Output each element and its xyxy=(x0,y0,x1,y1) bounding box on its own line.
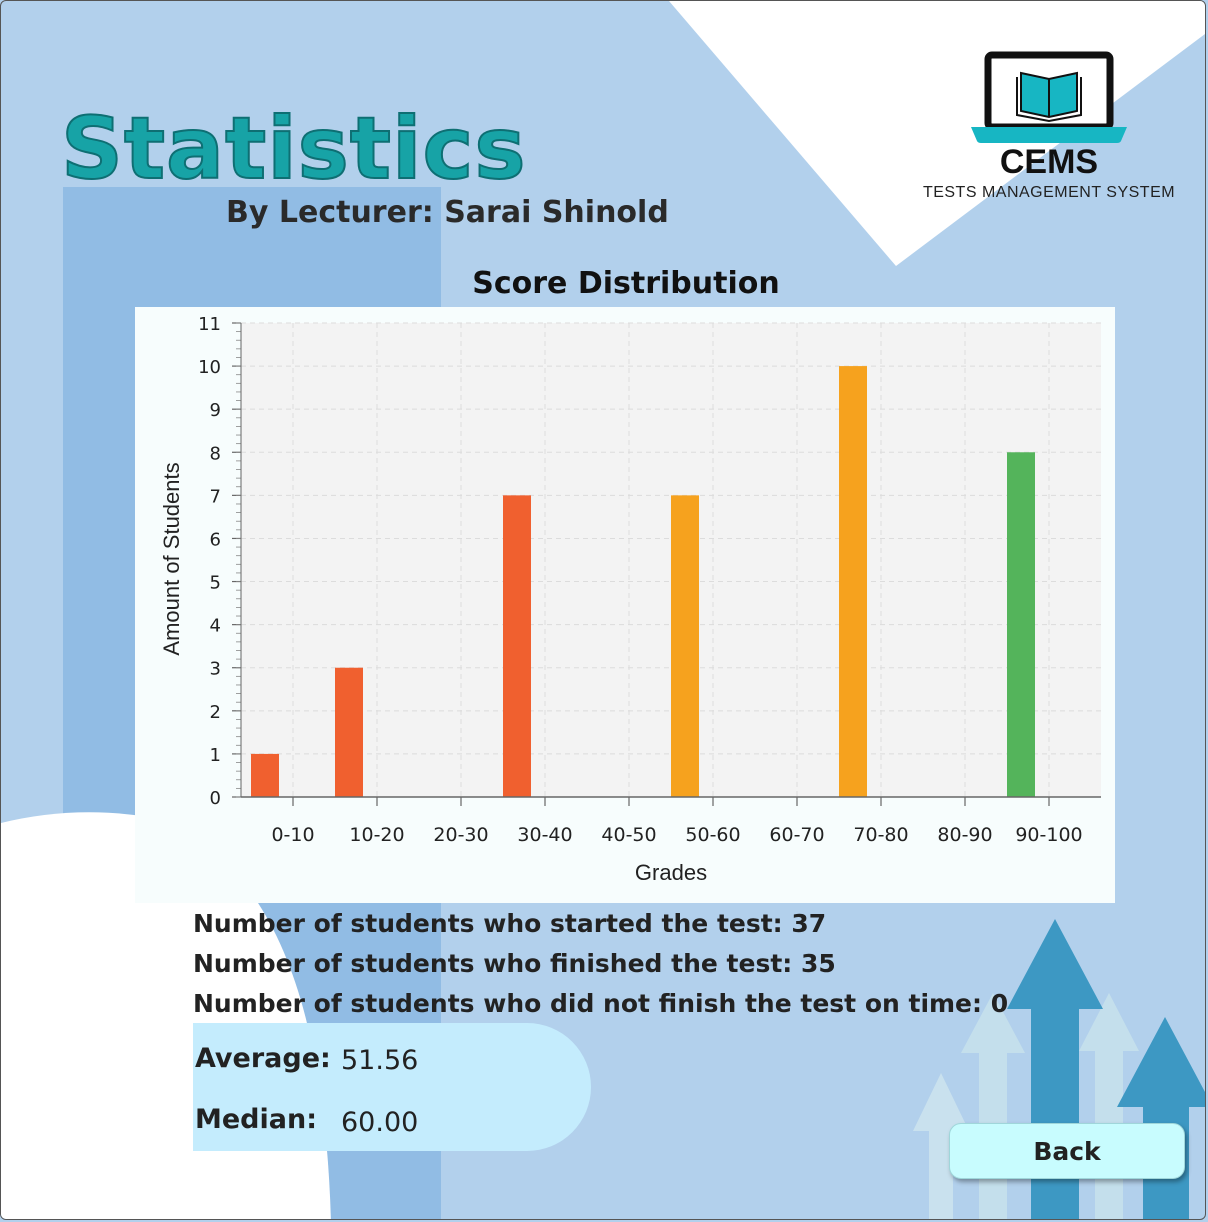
bar-0-10 xyxy=(251,753,279,797)
chart-panel: 0 1 2 3 4 5 6 7 8 9 10 11 0-10 10-20 20-30 30-40 40-50 5… xyxy=(135,307,1115,903)
lecturer-line: By Lecturer: Sarai Shinold xyxy=(226,195,669,230)
x-tick-label: 20-30 xyxy=(433,824,488,846)
bars xyxy=(251,366,1035,797)
bar-10-20 xyxy=(335,667,363,797)
x-tick-label: 70-80 xyxy=(853,824,908,846)
not-finished-label: Number of students who did not finish th… xyxy=(193,989,983,1018)
started-stat: Number of students who started the test:… xyxy=(193,907,1008,947)
back-button[interactable]: Back xyxy=(949,1123,1185,1179)
summary-box: Average: 51.56 Median: 60.00 xyxy=(193,1023,591,1151)
lecturer-label: By Lecturer: xyxy=(226,195,434,230)
finished-stat: Number of students who finished the test… xyxy=(193,947,1008,987)
logo-subtitle: TESTS MANAGEMENT SYSTEM xyxy=(922,184,1176,201)
x-tick-label: 10-20 xyxy=(349,824,404,846)
minor-ticks xyxy=(232,322,241,798)
bar-30-40 xyxy=(503,495,531,797)
bar-70-80 xyxy=(839,366,867,797)
page-title: Statistics xyxy=(60,98,527,200)
cems-logo: CEMS TESTS MANAGEMENT SYSTEM xyxy=(921,51,1177,211)
y-tick-label: 9 xyxy=(210,400,221,421)
not-finished-stat: Number of students who did not finish th… xyxy=(193,987,1008,1027)
y-axis-label: Amount of Students xyxy=(159,462,184,655)
x-tick-label: 80-90 xyxy=(937,824,992,846)
y-tick-label: 3 xyxy=(210,659,221,680)
score-distribution-chart: 0 1 2 3 4 5 6 7 8 9 10 11 0-10 10-20 20-30 30-40 40-50 5… xyxy=(159,314,1101,885)
median-label: Median: xyxy=(195,1104,318,1135)
y-tick-label: 7 xyxy=(210,486,221,507)
x-tick-label: 90-100 xyxy=(1015,824,1082,846)
x-tick-label: 30-40 xyxy=(517,824,572,846)
y-tick-label: 5 xyxy=(210,573,221,594)
finished-label: Number of students who finished the test… xyxy=(193,949,793,978)
y-tick-label: 10 xyxy=(198,357,221,378)
bar-90-100 xyxy=(1007,452,1035,797)
y-tick-label: 0 xyxy=(210,788,221,809)
y-tick-label: 11 xyxy=(198,314,221,335)
y-tick-label: 8 xyxy=(210,443,221,464)
y-tick-label: 4 xyxy=(210,616,221,637)
y-tick-label: 6 xyxy=(210,529,221,550)
x-tick-label: 60-70 xyxy=(769,824,824,846)
started-value: 37 xyxy=(791,909,827,938)
laptop-book-icon xyxy=(971,51,1127,143)
stats-section: Number of students who started the test:… xyxy=(193,907,1008,1027)
median-value: 60.00 xyxy=(341,1107,419,1138)
x-tick-label: 50-60 xyxy=(685,824,740,846)
y-tick-labels: 0 1 2 3 4 5 6 7 8 9 10 11 xyxy=(198,314,221,809)
x-tick-labels: 0-10 10-20 20-30 30-40 40-50 50-60 60-70 70-80 8… xyxy=(271,797,1083,846)
bar-50-60 xyxy=(671,495,699,797)
x-tick-label: 0-10 xyxy=(271,824,314,846)
lecturer-name: Sarai Shinold xyxy=(444,195,669,230)
x-tick-label: 40-50 xyxy=(601,824,656,846)
not-finished-value: 0 xyxy=(990,989,1009,1018)
y-tick-label: 2 xyxy=(210,702,221,723)
chart-title: Score Distribution xyxy=(472,266,780,301)
started-label: Number of students who started the test: xyxy=(193,909,783,938)
x-axis-label: Grades xyxy=(635,860,707,885)
logo-name: CEMS xyxy=(999,143,1099,181)
average-value: 51.56 xyxy=(341,1045,419,1076)
finished-value: 35 xyxy=(801,949,836,978)
y-tick-label: 1 xyxy=(210,745,221,766)
average-label: Average: xyxy=(195,1043,331,1074)
chart-grid xyxy=(241,322,1101,798)
